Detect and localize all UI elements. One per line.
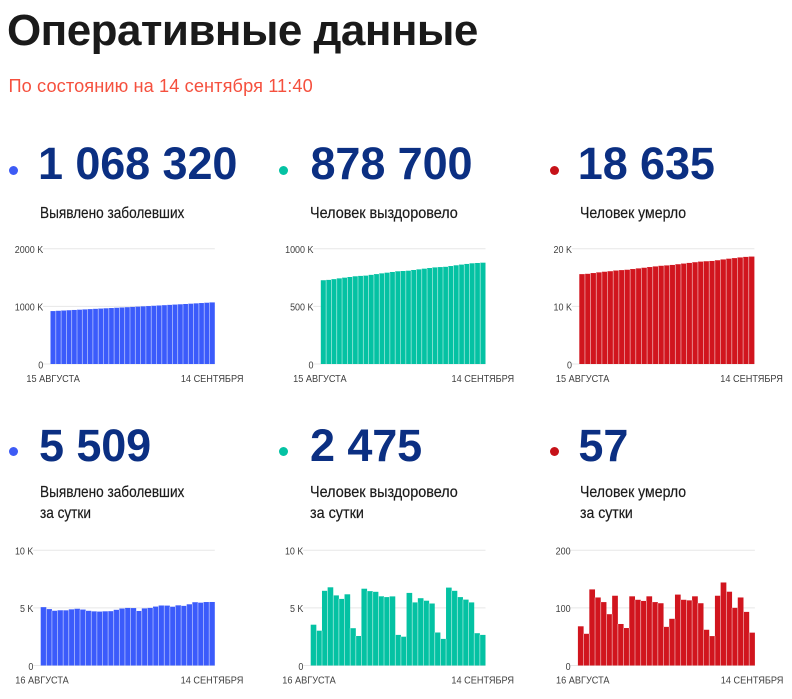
svg-text:14 СЕНТЯБРЯ: 14 СЕНТЯБРЯ <box>721 675 784 687</box>
svg-text:10 K: 10 K <box>285 546 304 558</box>
svg-text:14 СЕНТЯБРЯ: 14 СЕНТЯБРЯ <box>452 373 515 385</box>
svg-text:2000 K: 2000 K <box>15 245 44 257</box>
svg-text:1000 K: 1000 K <box>285 245 314 257</box>
svg-text:15 АВГУСТА: 15 АВГУСТА <box>26 373 80 385</box>
svg-text:14 СЕНТЯБРЯ: 14 СЕНТЯБРЯ <box>181 373 244 385</box>
svg-text:16 АВГУСТА: 16 АВГУСТА <box>282 675 336 687</box>
svg-text:14 СЕНТЯБРЯ: 14 СЕНТЯБРЯ <box>451 675 514 687</box>
svg-text:500 K: 500 K <box>290 302 314 314</box>
svg-text:20 K: 20 K <box>554 245 573 257</box>
svg-text:15 АВГУСТА: 15 АВГУСТА <box>556 373 610 385</box>
svg-text:0: 0 <box>566 661 571 673</box>
svg-text:16 АВГУСТА: 16 АВГУСТА <box>556 675 610 687</box>
svg-text:14 СЕНТЯБРЯ: 14 СЕНТЯБРЯ <box>720 373 783 385</box>
svg-text:16 АВГУСТА: 16 АВГУСТА <box>15 675 69 687</box>
svg-text:0: 0 <box>38 360 43 372</box>
svg-text:5 K: 5 K <box>20 604 34 616</box>
svg-text:10 K: 10 K <box>15 546 34 558</box>
svg-text:0: 0 <box>298 661 303 673</box>
svg-text:0: 0 <box>309 360 314 372</box>
svg-text:1000 K: 1000 K <box>15 302 44 314</box>
svg-text:0: 0 <box>28 661 33 673</box>
svg-text:200: 200 <box>556 546 571 558</box>
svg-text:15 АВГУСТА: 15 АВГУСТА <box>293 373 347 385</box>
svg-text:5 K: 5 K <box>290 604 304 616</box>
svg-text:100: 100 <box>556 604 571 616</box>
svg-text:10 K: 10 K <box>554 302 573 314</box>
svg-text:0: 0 <box>567 360 572 372</box>
svg-text:14 СЕНТЯБРЯ: 14 СЕНТЯБРЯ <box>181 675 244 687</box>
